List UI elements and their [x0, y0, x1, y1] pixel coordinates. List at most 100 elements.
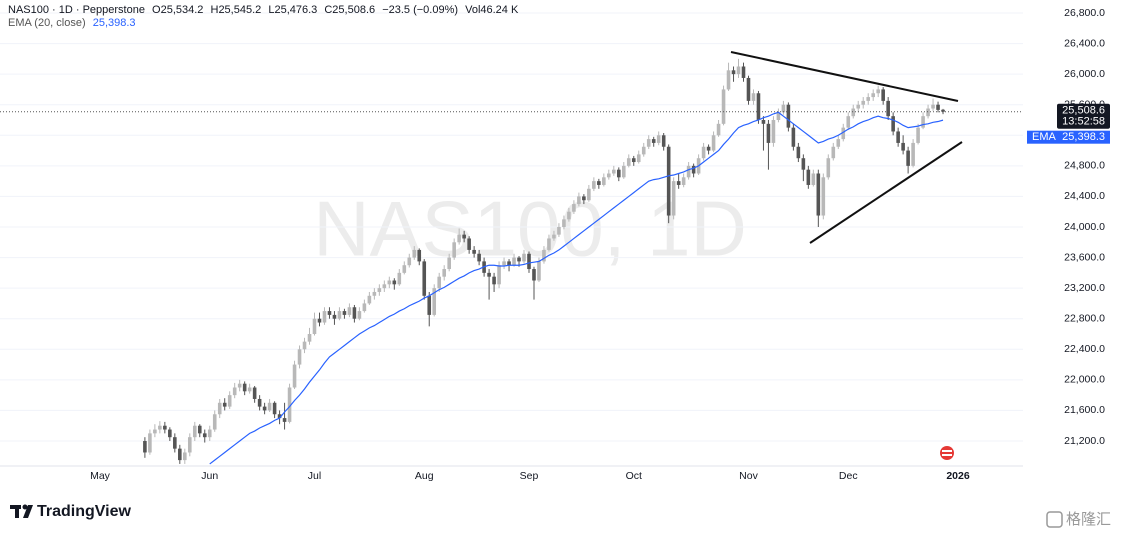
candle-body: [831, 146, 836, 159]
candle-body: [721, 89, 726, 124]
candle-body: [756, 93, 761, 120]
candle-body: [327, 311, 332, 315]
candle-body: [941, 109, 945, 112]
candle-body: [302, 341, 307, 350]
candle-body: [916, 127, 920, 143]
candle-body: [636, 154, 641, 163]
candle-body: [931, 104, 935, 109]
candle-body: [701, 146, 706, 159]
vol-value: 46.24 K: [480, 4, 519, 16]
candle-body: [881, 89, 885, 101]
y-tick-label: 21,600.0: [1064, 404, 1105, 416]
candle-body: [706, 146, 711, 151]
candle-body: [242, 383, 247, 392]
candle-body: [821, 177, 826, 216]
corner-mark: 格隆汇: [1066, 511, 1111, 528]
candle-body: [716, 123, 721, 136]
candle-body: [332, 314, 337, 319]
vol-label: Vol: [465, 4, 480, 16]
candle-body: [342, 311, 347, 315]
candle-body: [462, 234, 466, 239]
candle-body: [312, 318, 317, 335]
candle-body: [846, 116, 851, 128]
candle-body: [207, 429, 212, 438]
last-price-label: 25,508.6: [1062, 105, 1105, 117]
candle-body: [661, 135, 666, 147]
candle-body: [646, 139, 651, 147]
candle-body: [477, 253, 481, 262]
candle-body: [751, 93, 756, 101]
candle-body: [362, 303, 367, 312]
event-flag-stripe: [942, 454, 952, 456]
candle-body: [577, 196, 581, 205]
candle-body: [866, 97, 871, 101]
candle-body: [517, 257, 521, 262]
candle-body: [317, 318, 322, 323]
candle-body: [532, 269, 536, 281]
candle-body: [906, 150, 910, 166]
candle-body: [427, 295, 432, 315]
x-tick-label: Dec: [839, 470, 858, 482]
candle-body: [252, 387, 257, 399]
candle-body: [407, 257, 412, 266]
ohlc-value: 25,476.3: [274, 4, 317, 16]
candle-body: [786, 104, 791, 128]
candle-body: [397, 272, 402, 285]
y-tick-label: 22,400.0: [1064, 343, 1105, 355]
ema-value: 25,398.3: [93, 17, 136, 29]
candle-body: [422, 261, 427, 296]
candle-body: [367, 295, 372, 304]
candle-body: [856, 104, 861, 109]
candle-body: [277, 414, 282, 419]
candle-body: [512, 257, 516, 266]
candle-body: [936, 104, 940, 110]
candle-body: [357, 311, 362, 319]
candle-body: [901, 142, 905, 151]
ohlc-label: L: [268, 4, 274, 16]
candle-body: [447, 257, 451, 270]
candle-body: [257, 398, 262, 407]
candle-body: [148, 433, 152, 453]
candle-body: [616, 169, 621, 178]
candle-body: [816, 173, 821, 216]
candle-body: [741, 66, 746, 78]
candle-body: [192, 425, 197, 438]
candle-body: [731, 70, 736, 75]
candle-body: [641, 146, 646, 155]
symbol: NAS100 · 1D · Pepperstone: [8, 4, 145, 16]
candle-body: [377, 288, 382, 292]
candle-body: [547, 238, 551, 250]
countdown: 13:52:58: [1062, 116, 1105, 128]
candle-body: [392, 280, 397, 285]
candle-body: [676, 181, 681, 185]
y-tick-label: 24,400.0: [1064, 190, 1105, 202]
candle-body: [212, 414, 217, 430]
y-tick-label: 23,600.0: [1064, 251, 1105, 263]
candle-body: [472, 249, 476, 254]
candle-body: [891, 116, 895, 132]
y-tick-label: 26,000.0: [1064, 68, 1105, 80]
candle-body: [272, 402, 277, 415]
candle-body: [796, 146, 801, 159]
candle-body: [582, 196, 586, 201]
x-tick-label: 2026: [946, 470, 970, 482]
candle-body: [282, 418, 287, 422]
x-tick-label: Jul: [308, 470, 321, 482]
candle-body: [612, 169, 616, 174]
x-tick-label: Nov: [739, 470, 758, 482]
candle-body: [666, 146, 671, 216]
candle-body: [631, 158, 636, 163]
candle-body: [307, 334, 312, 342]
candle-body: [522, 253, 526, 262]
event-flag[interactable]: [940, 446, 954, 460]
candle-body: [202, 433, 207, 438]
candle-body: [851, 108, 856, 117]
candle-body: [572, 204, 576, 212]
x-tick-label: Aug: [415, 470, 434, 482]
candle-body: [836, 139, 841, 147]
candle-body: [761, 119, 766, 124]
candle-body: [671, 181, 676, 216]
candle-body: [876, 89, 880, 94]
candle-body: [711, 135, 716, 151]
